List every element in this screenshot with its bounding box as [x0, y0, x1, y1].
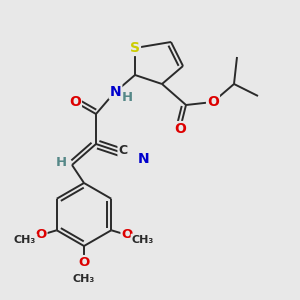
- Text: CH₃: CH₃: [73, 274, 95, 284]
- Text: H: H: [122, 91, 133, 104]
- Text: S: S: [130, 41, 140, 55]
- Text: N: N: [110, 85, 121, 98]
- Text: N: N: [138, 152, 150, 166]
- Text: C: C: [118, 143, 127, 157]
- Text: O: O: [35, 229, 46, 242]
- Text: O: O: [69, 95, 81, 109]
- Text: O: O: [174, 122, 186, 136]
- Text: CH₃: CH₃: [132, 235, 154, 245]
- Text: CH₃: CH₃: [14, 235, 36, 245]
- Text: O: O: [207, 95, 219, 109]
- Text: H: H: [56, 155, 67, 169]
- Text: O: O: [122, 229, 133, 242]
- Text: O: O: [78, 256, 90, 269]
